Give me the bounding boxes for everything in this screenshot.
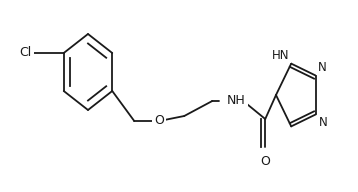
Text: N: N: [318, 61, 326, 74]
Text: O: O: [260, 155, 270, 168]
Text: O: O: [154, 114, 164, 127]
Text: NH: NH: [227, 94, 246, 108]
Text: N: N: [319, 116, 328, 129]
Text: HN: HN: [272, 49, 289, 62]
Text: Cl: Cl: [19, 46, 32, 60]
